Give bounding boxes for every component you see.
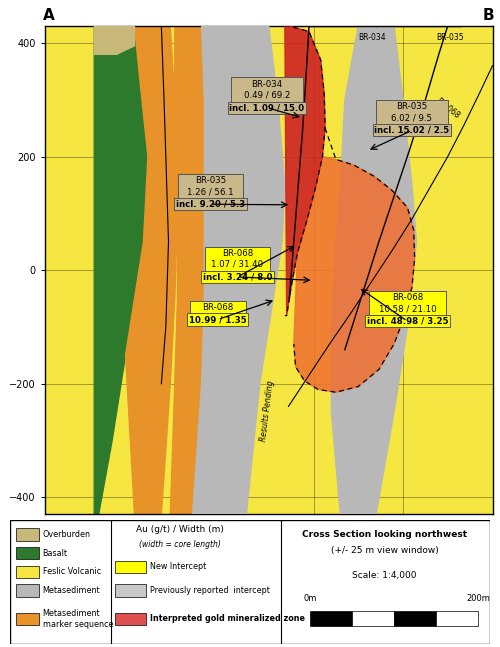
Text: incl. 48.98 / 3.25: incl. 48.98 / 3.25 <box>366 317 448 325</box>
Text: BR-034: BR-034 <box>358 33 386 42</box>
Bar <box>16 528 39 541</box>
Polygon shape <box>285 26 325 316</box>
Bar <box>436 611 478 626</box>
Text: B: B <box>483 8 494 23</box>
Text: BR-068
1.07 / 31.40
incl. 3.24 / 8.0: BR-068 1.07 / 31.40 incl. 3.24 / 8.0 <box>206 249 268 280</box>
Text: A: A <box>43 8 54 23</box>
Polygon shape <box>94 26 134 54</box>
Text: New Intercept: New Intercept <box>150 562 206 571</box>
Bar <box>114 584 146 597</box>
Text: (+/- 25 m view window): (+/- 25 m view window) <box>330 546 438 555</box>
Text: Metasediment
marker sequence: Metasediment marker sequence <box>42 609 113 629</box>
Text: Basalt: Basalt <box>42 549 68 558</box>
Text: Interpreted gold mineralized zone: Interpreted gold mineralized zone <box>150 615 305 624</box>
Bar <box>394 611 436 626</box>
Polygon shape <box>294 157 414 392</box>
Text: 10.99 / 1.35: 10.99 / 1.35 <box>189 315 246 324</box>
Text: 200m: 200m <box>466 594 490 603</box>
Text: incl. 3.24 / 8.0: incl. 3.24 / 8.0 <box>202 272 272 281</box>
Bar <box>310 611 352 626</box>
Text: BR-034
0.49 / 69.2
incl. 1.09 / 15.0: BR-034 0.49 / 69.2 incl. 1.09 / 15.0 <box>234 80 300 111</box>
Text: 0m: 0m <box>304 594 316 603</box>
Bar <box>114 613 146 625</box>
Polygon shape <box>192 26 285 514</box>
Bar <box>16 547 39 559</box>
Text: BR-068
10.99 / 1.35: BR-068 10.99 / 1.35 <box>192 303 244 323</box>
Bar <box>114 560 146 573</box>
Text: BR-068
10.58 / 21.10
incl. 48.98 / 3.25: BR-068 10.58 / 21.10 incl. 48.98 / 3.25 <box>372 293 444 324</box>
Text: 20750: 20750 <box>220 0 318 6</box>
Polygon shape <box>126 26 178 514</box>
Text: BR-035
6.02 / 9.5
incl. 15.02 / 2.5: BR-035 6.02 / 9.5 incl. 15.02 / 2.5 <box>378 102 446 133</box>
Text: Feslic Volcanic: Feslic Volcanic <box>42 567 101 576</box>
Text: Previously reported  intercept: Previously reported intercept <box>150 586 270 595</box>
Text: Metasediment: Metasediment <box>42 586 100 595</box>
Text: BR-035: BR-035 <box>436 33 464 42</box>
Text: (width = core length): (width = core length) <box>140 540 222 549</box>
Text: BR-035
1.26 / 56.1
incl. 9.20 / 5.3: BR-035 1.26 / 56.1 incl. 9.20 / 5.3 <box>180 176 242 207</box>
Text: incl. 1.09 / 15.0: incl. 1.09 / 15.0 <box>230 103 304 112</box>
Bar <box>352 611 394 626</box>
Text: Cross Section looking northwest: Cross Section looking northwest <box>302 530 467 539</box>
Polygon shape <box>94 26 148 514</box>
Bar <box>16 565 39 578</box>
Text: BR-068: BR-068 <box>434 96 462 120</box>
Text: Au (g/t) / Width (m): Au (g/t) / Width (m) <box>136 525 224 534</box>
Text: Overburden: Overburden <box>42 530 90 539</box>
Polygon shape <box>332 26 416 514</box>
Bar <box>16 613 39 625</box>
Text: Results Pending: Results Pending <box>259 380 275 442</box>
Bar <box>16 584 39 597</box>
Text: Scale: 1:4,000: Scale: 1:4,000 <box>352 571 416 580</box>
Text: incl. 15.02 / 2.5: incl. 15.02 / 2.5 <box>374 126 450 135</box>
Text: incl. 9.20 / 5.3: incl. 9.20 / 5.3 <box>176 200 245 209</box>
Polygon shape <box>170 26 206 514</box>
